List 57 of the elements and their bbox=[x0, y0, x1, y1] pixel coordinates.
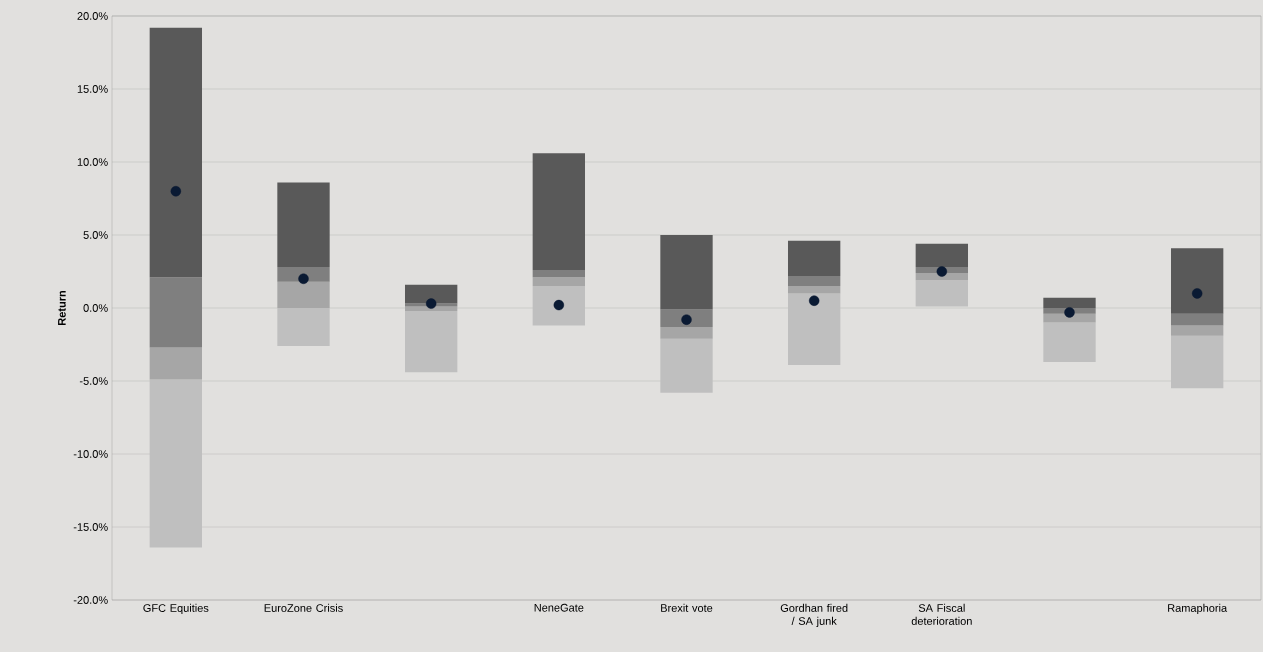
y-tick-label: 5.0% bbox=[83, 231, 108, 239]
bar bbox=[787, 286, 841, 294]
point bbox=[936, 266, 948, 277]
bar bbox=[532, 277, 585, 287]
point bbox=[1191, 288, 1203, 299]
bar bbox=[660, 309, 713, 327]
y-tick-label: 20.0% bbox=[77, 12, 108, 20]
bar bbox=[149, 27, 202, 278]
point bbox=[425, 298, 437, 309]
y-tick-label: -10.0% bbox=[73, 450, 108, 458]
bar bbox=[532, 153, 585, 271]
bar bbox=[787, 240, 841, 276]
y-tick-label: 15.0% bbox=[77, 85, 108, 93]
bar bbox=[1170, 248, 1224, 314]
bar bbox=[405, 310, 458, 373]
point bbox=[808, 295, 820, 306]
x-tick-label: NeneGate bbox=[534, 603, 584, 612]
bar bbox=[277, 267, 330, 282]
point bbox=[170, 186, 182, 197]
point bbox=[1064, 307, 1075, 318]
y-axis-title: Return bbox=[58, 290, 66, 325]
bar bbox=[277, 281, 330, 308]
y-tick-label: -5.0% bbox=[79, 377, 108, 385]
x-tick-label: Gordhan fired / SA junk bbox=[780, 603, 848, 628]
x-tick-label: SA Fiscal deterioration bbox=[911, 603, 972, 625]
y-tick-label: 0.0% bbox=[83, 304, 108, 312]
bar bbox=[915, 280, 968, 307]
bar bbox=[1043, 297, 1096, 308]
x-tick-label: EuroZone Crisis bbox=[264, 603, 343, 612]
bar bbox=[149, 379, 202, 548]
bar bbox=[1043, 313, 1096, 323]
x-tick-label: Ramaphoria bbox=[1168, 603, 1228, 615]
bar bbox=[1170, 335, 1224, 389]
bar bbox=[660, 326, 713, 339]
x-tick-label: GFC Equities bbox=[143, 603, 209, 615]
bar bbox=[277, 182, 330, 268]
bar bbox=[660, 235, 713, 310]
bar bbox=[915, 243, 968, 268]
x-tick-label: Brexit vote bbox=[661, 603, 713, 612]
bar bbox=[405, 284, 458, 304]
point bbox=[553, 299, 565, 311]
bar bbox=[532, 286, 585, 326]
bar bbox=[660, 338, 713, 393]
point bbox=[681, 314, 692, 325]
bar bbox=[149, 277, 202, 348]
bar bbox=[277, 308, 330, 346]
bar bbox=[1170, 313, 1224, 326]
bar bbox=[1043, 322, 1096, 363]
y-tick-label: -20.0% bbox=[73, 596, 108, 604]
y-tick-label: 10.0% bbox=[77, 158, 108, 166]
bar bbox=[149, 347, 202, 380]
bar bbox=[532, 270, 585, 278]
bar bbox=[787, 293, 841, 365]
bar bbox=[787, 275, 841, 287]
point bbox=[298, 273, 309, 284]
y-tick-label: -15.0% bbox=[73, 523, 108, 531]
bar bbox=[1170, 325, 1224, 336]
